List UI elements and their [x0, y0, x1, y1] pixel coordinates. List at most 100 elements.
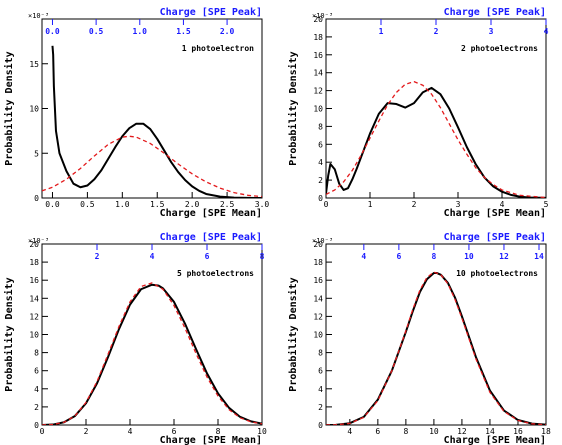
y-exponent: ×10⁻³ [28, 237, 49, 245]
x2-tick-label: 0.0 [45, 27, 60, 36]
y-exponent: ×10⁻³ [28, 12, 49, 20]
y-tick-label: 0 [34, 421, 39, 430]
x-tick-label: 8 [403, 427, 408, 436]
y-axis-title: Probability Density [287, 277, 299, 391]
y-tick-label: 8 [318, 122, 323, 131]
x-tick-label: 8 [216, 427, 221, 436]
y-tick-label: 4 [318, 158, 323, 167]
red-dashed-series [326, 81, 546, 198]
x2-tick-label: 3 [489, 27, 494, 36]
y-tick-label: 15 [29, 60, 39, 69]
x-tick-label: 4 [500, 200, 505, 209]
y-axis-title: Probability Density [3, 51, 15, 165]
panel-annotation: 2 photoelectrons [461, 44, 538, 53]
x-tick-label: 12 [457, 427, 467, 436]
x2-tick-label: 2 [434, 27, 439, 36]
x2-axis-title: Charge [SPE Peak] [160, 232, 262, 243]
x-tick-label: 3 [456, 200, 461, 209]
x2-tick-label: 2 [95, 252, 100, 261]
y-tick-label: 14 [313, 294, 323, 303]
y-tick-label: 18 [313, 258, 323, 267]
x2-tick-label: 12 [499, 252, 509, 261]
y-tick-label: 10 [29, 105, 39, 114]
x2-tick-label: 10 [464, 252, 474, 261]
y-axis-ticks: 0 2 4 6 8 10 12 14 16 18 20 [313, 240, 332, 430]
x2-tick-label: 4 [361, 252, 366, 261]
y-tick-label: 16 [313, 276, 323, 285]
x-axis-title: Charge [SPE Mean] [444, 435, 546, 445]
x2-axis-title: Charge [SPE Peak] [160, 7, 262, 18]
y-tick-label: 6 [318, 140, 323, 149]
y-tick-label: 8 [318, 349, 323, 358]
x-tick-label: 2 [412, 200, 417, 209]
y-tick-label: 18 [313, 33, 323, 42]
x2-axis-title: Charge [SPE Peak] [444, 7, 546, 18]
black-solid-series [42, 283, 262, 425]
x-tick-label: 0.0 [45, 200, 60, 209]
y-axis-title: Probability Density [3, 277, 15, 391]
x2-tick-label: 2.0 [220, 27, 235, 36]
y-tick-label: 12 [313, 87, 323, 96]
x-tick-label: 2.0 [185, 200, 200, 209]
x2-tick-label: 6 [396, 252, 401, 261]
x-axis-ticks: 0 1 2 3 4 5 [324, 192, 549, 209]
y-tick-label: 0 [318, 421, 323, 430]
y-tick-label: 20 [313, 15, 323, 24]
x2-tick-label: 6 [205, 252, 210, 261]
y-tick-label: 12 [313, 312, 323, 321]
x-tick-label: 10 [257, 427, 267, 436]
y-tick-label: 20 [29, 240, 39, 249]
x2-tick-label: 4 [544, 27, 549, 36]
red-dashed-series [42, 282, 262, 425]
panel-annotation: 5 photoelectrons [177, 269, 254, 278]
chart-panel-4: 4 6 8 10 12 14 16 18 0 2 4 6 8 10 12 14 16 18 20×10⁻³ 4 6 8 10… [287, 232, 551, 445]
x-tick-label: 0.5 [80, 200, 95, 209]
x2-tick-label: 0.5 [89, 27, 104, 36]
x2-axis-ticks: 2 4 6 8 [95, 244, 265, 261]
x-tick-label: 18 [541, 427, 551, 436]
y-axis-title: Probability Density [287, 51, 299, 165]
y-tick-label: 4 [318, 385, 323, 394]
black-solid-series [326, 271, 546, 425]
y-tick-label: 16 [313, 51, 323, 60]
x-axis-ticks: 0 2 4 6 8 10 [40, 419, 267, 436]
x2-tick-label: 1.5 [176, 27, 191, 36]
red-dashed-series [42, 135, 262, 198]
y-axis-ticks: 0 2 4 6 8 10 12 14 16 18 20 [313, 15, 332, 203]
y-tick-label: 6 [318, 367, 323, 376]
x2-tick-label: 4 [150, 252, 155, 261]
x-axis-title: Charge [SPE Mean] [444, 208, 546, 219]
x-tick-label: 16 [513, 427, 523, 436]
black-solid-series [51, 45, 262, 198]
x2-tick-label: 1.0 [133, 27, 148, 36]
y-tick-label: 14 [29, 294, 39, 303]
y-tick-label: 0 [34, 194, 39, 203]
x-axis-title: Charge [SPE Mean] [160, 208, 262, 219]
x-tick-label: 6 [172, 427, 177, 436]
x-tick-label: 0 [40, 427, 45, 436]
x-tick-label: 5 [544, 200, 549, 209]
x-tick-label: 14 [485, 427, 495, 436]
x-tick-label: 4 [347, 427, 352, 436]
y-axis-ticks: 0 5 10 15 [29, 60, 48, 203]
x-tick-label: 4 [128, 427, 133, 436]
x-tick-label: 0 [324, 200, 329, 209]
y-tick-label: 16 [29, 276, 39, 285]
y-tick-label: 6 [34, 367, 39, 376]
x2-axis-ticks: 0.0 0.5 1.0 1.5 2.0 [45, 19, 234, 36]
panel-annotation: 1 photoelectron [182, 44, 254, 53]
x-axis-title: Charge [SPE Mean] [160, 435, 262, 445]
black-solid-series [326, 86, 546, 198]
x-tick-label: 6 [375, 427, 380, 436]
y-axis-ticks: 0 2 4 6 8 10 12 14 16 18 20 [29, 240, 48, 430]
x2-tick-label: 1 [379, 27, 384, 36]
panel-annotation: 10 photoelectrons [456, 269, 538, 278]
red-dashed-series [326, 271, 546, 425]
x2-tick-label: 14 [534, 252, 544, 261]
x-tick-label: 1.0 [115, 200, 130, 209]
y-tick-label: 5 [34, 149, 39, 158]
y-exponent: ×10⁻³ [312, 237, 333, 245]
x-axis-ticks: 0.0 0.5 1.0 1.5 2.0 2.5 3.0 [45, 192, 269, 209]
